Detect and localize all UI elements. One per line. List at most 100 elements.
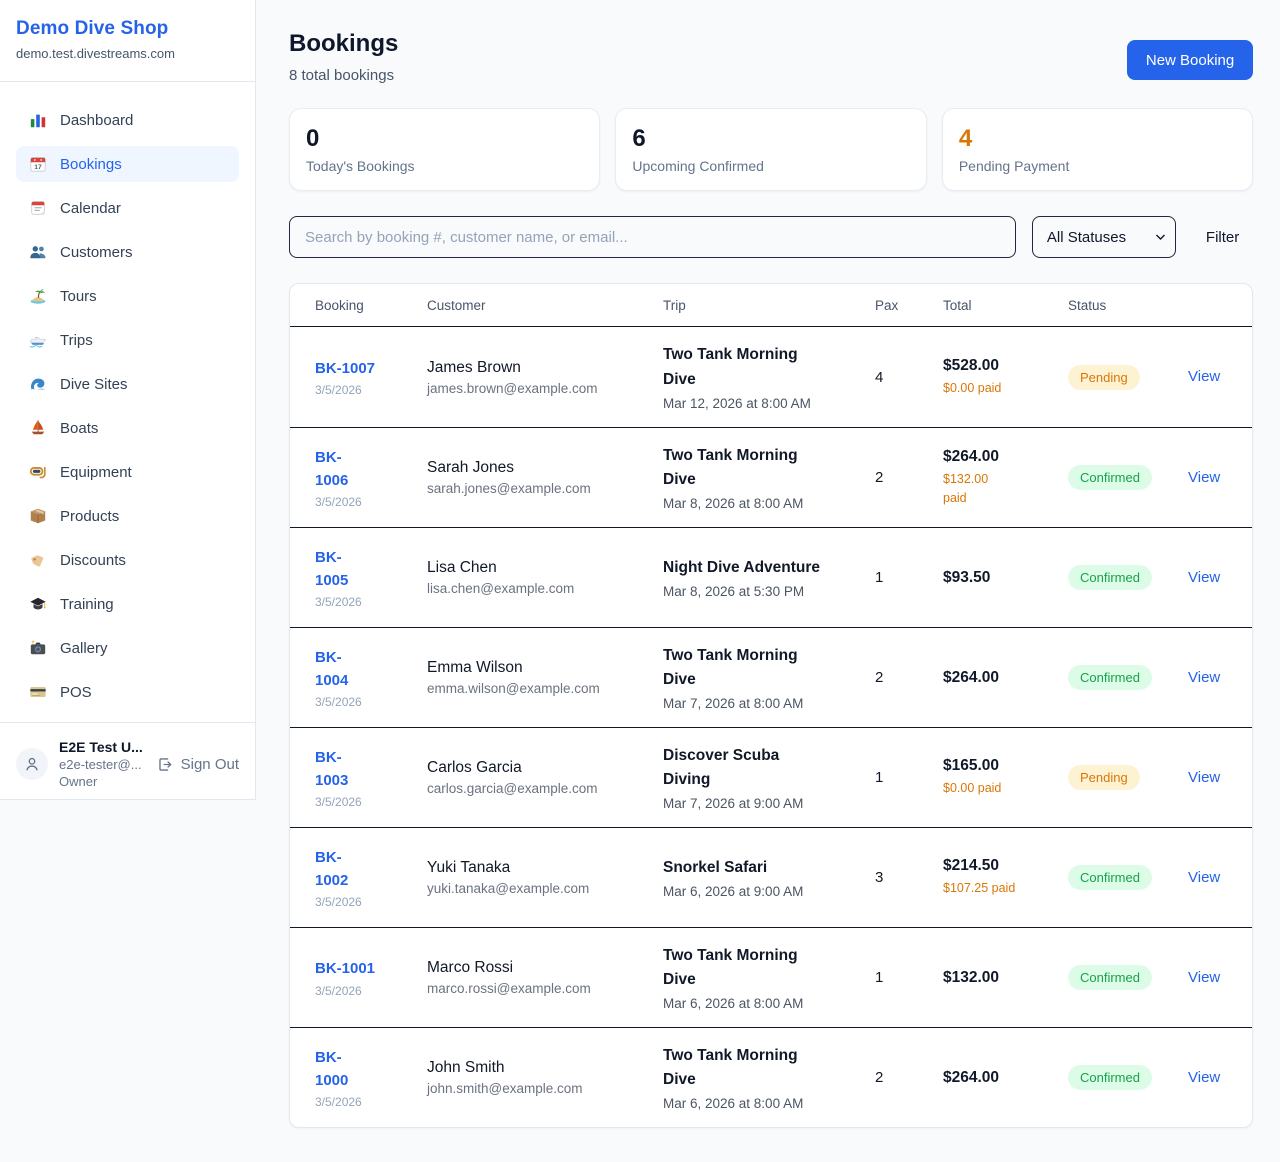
sidebar-item-calendar[interactable]: Calendar [16, 190, 239, 226]
stat-label: Pending Payment [958, 158, 1070, 174]
column-header-total: Total [943, 297, 972, 313]
paid-amount: $107.25 paid [943, 881, 1016, 896]
trip-name: Two Tank Morning Dive [663, 346, 798, 388]
new-booking-button[interactable]: New Booking [1126, 40, 1254, 80]
table-header-row: Booking Customer Trip Pax Total Status [290, 284, 1253, 327]
sidebar-item-trips[interactable]: Trips [16, 322, 239, 358]
sidebar-header: Demo Dive Shop demo.test.divestreams.com [0, 0, 255, 82]
trip-datetime: Mar 8, 2026 at 8:00 AM [663, 496, 804, 512]
booking-id-link[interactable]: BK- 1000 [315, 1048, 349, 1089]
sidebar-item-boats[interactable]: Boats [16, 410, 239, 446]
search-input[interactable] [289, 216, 1016, 258]
pax-count: 1 [875, 769, 884, 786]
sidebar-item-label: Customers [60, 243, 133, 261]
pax-count: 2 [875, 1069, 884, 1086]
status-badge: Confirmed [1068, 665, 1152, 690]
sidebar-item-pos[interactable]: POS [16, 674, 239, 710]
customer-email: john.smith@example.com [427, 1081, 583, 1096]
customer-name: Emma Wilson [427, 659, 523, 676]
graduation-cap-icon [29, 595, 47, 613]
user-email: e2e-tester@... [59, 757, 142, 772]
sidebar-item-bookings[interactable]: 17 Bookings [16, 146, 239, 182]
booking-id-link[interactable]: BK-1001 [315, 960, 376, 978]
page-title: Bookings [289, 30, 399, 57]
booking-id-link[interactable]: BK- 1006 [315, 448, 349, 489]
speedboat-icon [29, 331, 47, 349]
booking-id-link[interactable]: BK- 1004 [315, 648, 349, 689]
status-badge: Confirmed [1068, 1065, 1152, 1090]
customer-email: emma.wilson@example.com [427, 681, 600, 696]
customer-name: John Smith [427, 1059, 505, 1076]
table-row: BK-1001 3/5/2026 Marco Rossi marco.rossi… [290, 927, 1253, 1027]
column-header-trip: Trip [663, 297, 686, 313]
table-row: BK- 1003 3/5/2026 Carlos Garcia carlos.g… [290, 727, 1253, 827]
sidebar-item-label: Bookings [60, 155, 122, 173]
status-select-wrap: All Statuses [1031, 216, 1176, 258]
sidebar-item-discounts[interactable]: Discounts [16, 542, 239, 578]
trip-name: Night Dive Adventure [663, 558, 821, 576]
customer-name: Yuki Tanaka [427, 859, 511, 876]
customer-name: Sarah Jones [427, 459, 515, 476]
camera-icon [29, 639, 47, 657]
stat-value: 0 [306, 125, 320, 152]
sidebar-item-label: Trips [60, 331, 93, 349]
view-link[interactable]: View [1188, 768, 1221, 786]
trip-datetime: Mar 12, 2026 at 8:00 AM [663, 395, 811, 411]
trip-name: Two Tank Morning Dive [663, 946, 798, 988]
total-amount: $528.00 [943, 356, 1000, 374]
status-select[interactable]: All Statuses [1031, 216, 1176, 258]
view-link[interactable]: View [1188, 668, 1221, 686]
pax-count: 1 [875, 569, 884, 586]
pax-count: 2 [875, 669, 884, 686]
sidebar-item-label: Equipment [60, 463, 132, 481]
column-header-customer: Customer [427, 297, 486, 313]
table-row: BK- 1006 3/5/2026 Sarah Jones sarah.jone… [290, 427, 1253, 527]
booking-id-link[interactable]: BK- 1005 [315, 548, 349, 589]
booking-id-link[interactable]: BK- 1002 [315, 848, 349, 889]
stat-label: Upcoming Confirmed [632, 158, 764, 174]
total-amount: $165.00 [943, 757, 1000, 775]
booking-id-link[interactable]: BK-1007 [315, 359, 376, 377]
booking-date: 3/5/2026 [315, 383, 362, 398]
trip-datetime: Mar 8, 2026 at 5:30 PM [663, 584, 805, 599]
sidebar-item-customers[interactable]: Customers [16, 234, 239, 270]
sidebar-item-dive-sites[interactable]: Dive Sites [16, 366, 239, 402]
status-badge: Confirmed [1068, 465, 1152, 490]
trip-datetime: Mar 7, 2026 at 8:00 AM [663, 696, 804, 712]
pax-count: 2 [875, 469, 884, 486]
view-link[interactable]: View [1188, 868, 1221, 886]
view-link[interactable]: View [1188, 968, 1221, 986]
trip-name: Two Tank Morning Dive [663, 646, 798, 688]
view-link[interactable]: View [1188, 1068, 1221, 1086]
table-row: BK-1007 3/5/2026 James Brown james.brown… [290, 327, 1252, 427]
stat-card-pending-payment: 4 Pending Payment [941, 108, 1254, 191]
wave-icon [29, 375, 47, 393]
trip-name: Snorkel Safari [663, 858, 768, 876]
sidebar-item-dashboard[interactable]: Dashboard [16, 102, 239, 138]
sidebar-item-products[interactable]: Products [16, 498, 239, 534]
column-header-status: Status [1068, 297, 1107, 313]
sidebar-item-training[interactable]: Training [16, 586, 239, 622]
customer-email: james.brown@example.com [427, 380, 598, 396]
sidebar-item-gallery[interactable]: Gallery [16, 630, 239, 666]
stats-row: 0 Today's Bookings 6 Upcoming Confirmed … [289, 108, 1254, 191]
customer-name: Lisa Chen [427, 559, 497, 576]
sidebar-item-equipment[interactable]: Equipment [16, 454, 239, 490]
view-link[interactable]: View [1188, 368, 1221, 385]
stat-label: Today's Bookings [306, 158, 415, 174]
view-link[interactable]: View [1188, 568, 1221, 586]
customer-email: sarah.jones@example.com [427, 481, 591, 496]
status-badge: Pending [1068, 364, 1140, 390]
paid-amount: $132.00 paid [943, 471, 989, 505]
sidebar-item-label: Gallery [60, 639, 108, 657]
filter-button[interactable]: Filter [1192, 229, 1253, 246]
bar-chart-icon [29, 111, 47, 129]
sidebar-item-tours[interactable]: Tours [16, 278, 239, 314]
booking-id-link[interactable]: BK- 1003 [315, 748, 349, 789]
sign-out-button[interactable]: Sign Out [157, 756, 239, 773]
column-header-booking: Booking [315, 297, 364, 313]
person-icon [26, 757, 38, 771]
tearoff-calendar-icon [29, 199, 47, 217]
view-link[interactable]: View [1188, 468, 1221, 486]
booking-date: 3/5/2026 [315, 895, 362, 910]
